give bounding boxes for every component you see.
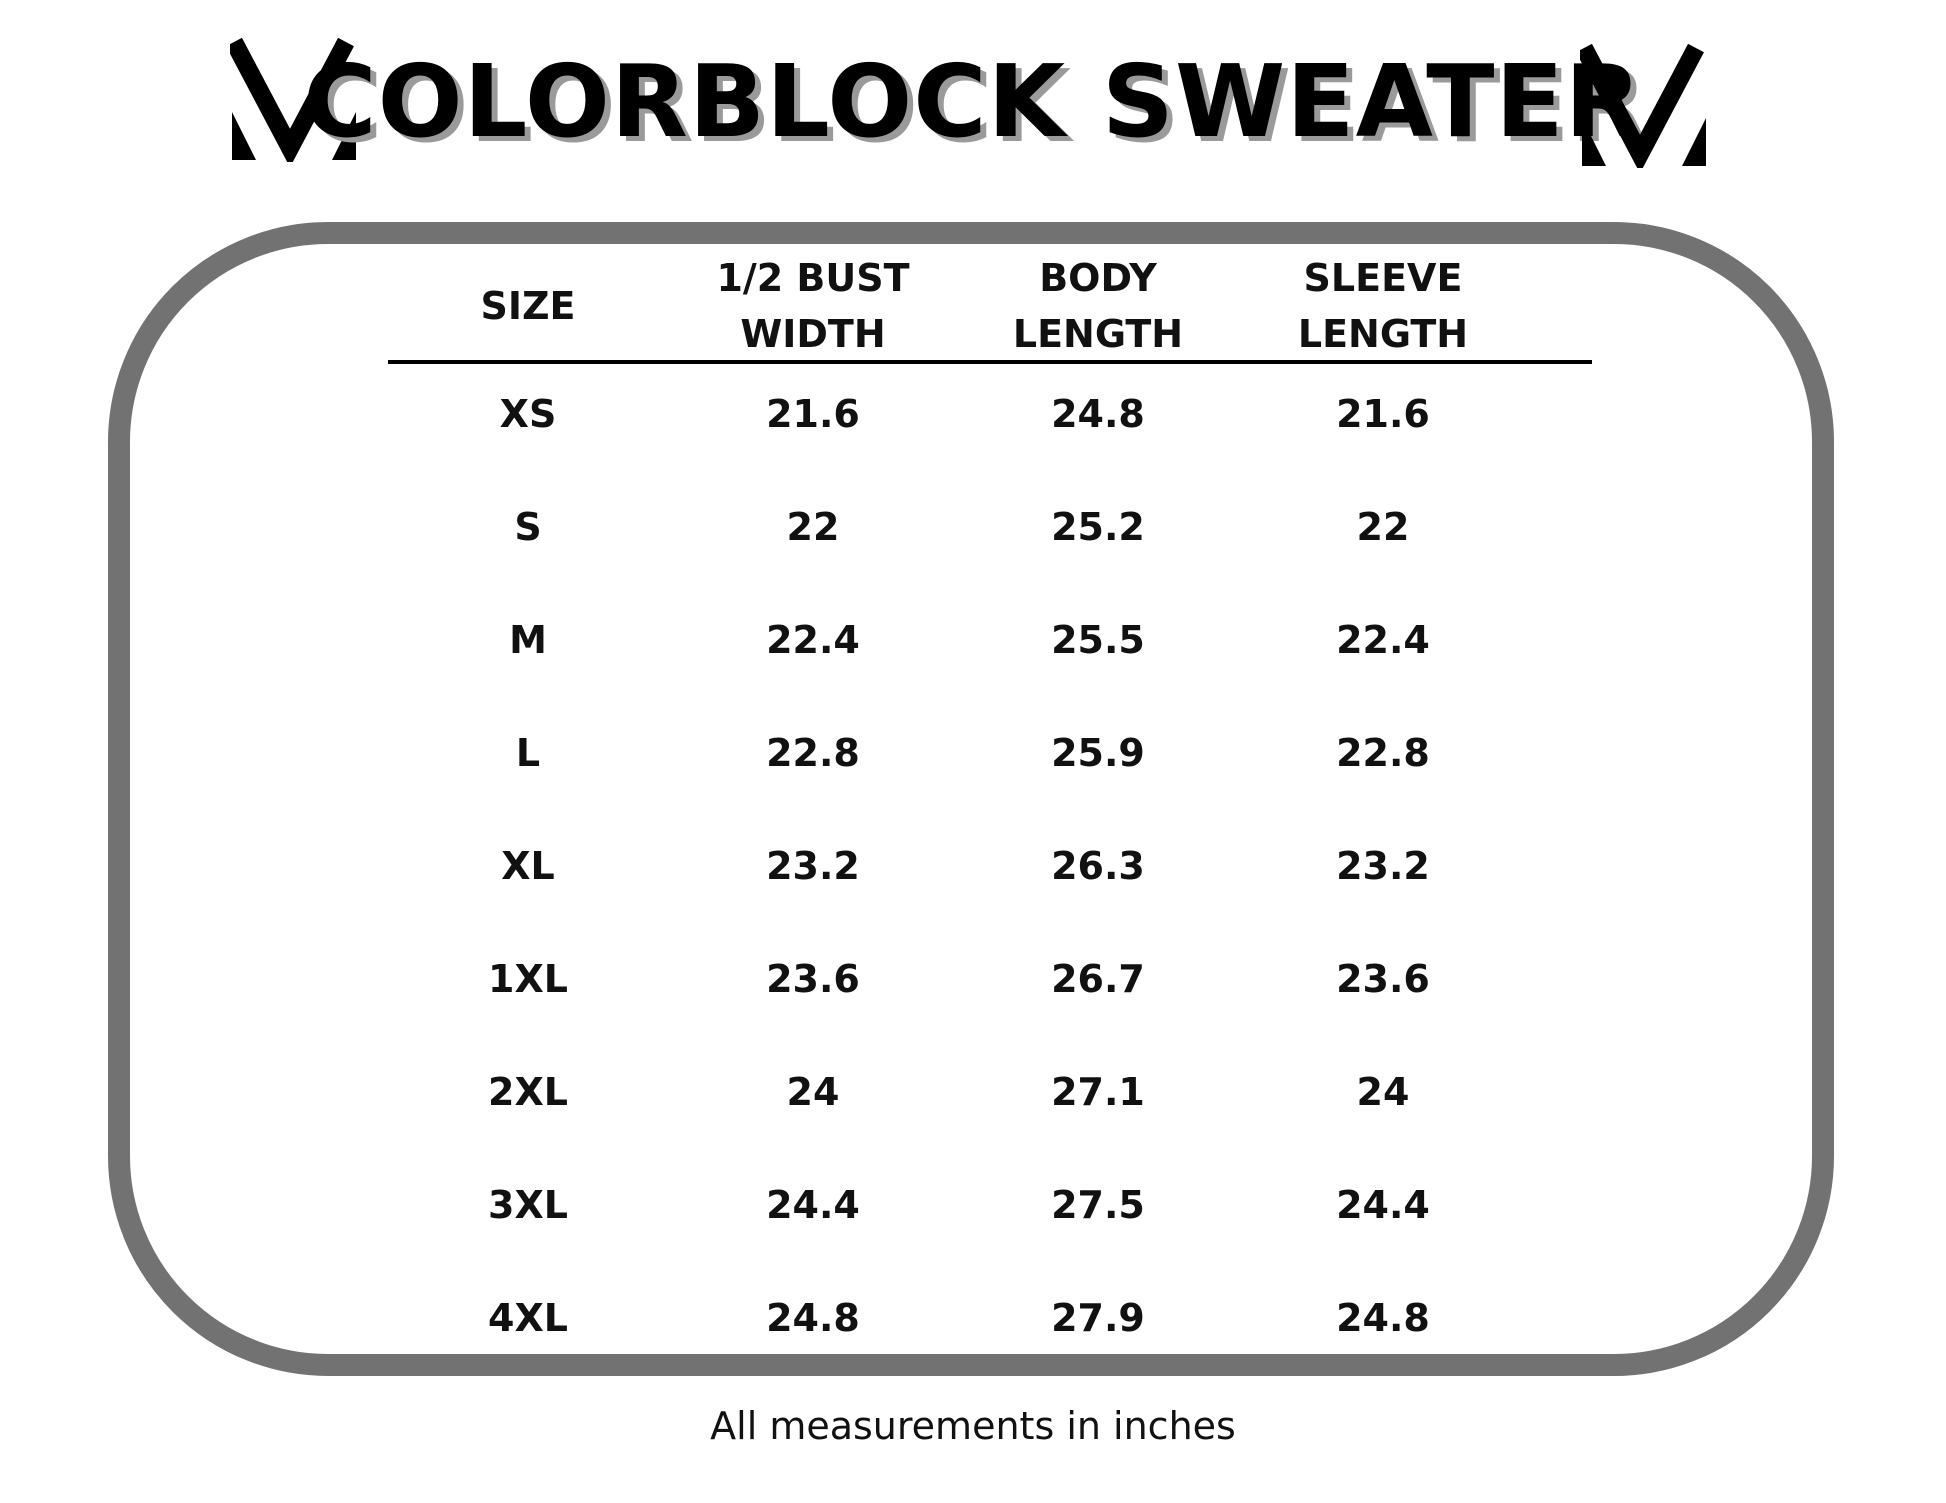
cell-size: 2XL	[488, 1070, 568, 1114]
cell-sleeve-length: 21.6	[1336, 392, 1430, 436]
cell-sleeve-length: 22	[1356, 505, 1410, 549]
measurement-footnote: All measurements in inches	[710, 1404, 1236, 1448]
cell-size: 1XL	[488, 957, 568, 1001]
cell-size: 4XL	[488, 1296, 568, 1340]
cell-body-length: 27.5	[1051, 1183, 1145, 1227]
cell-bust-width: 22.4	[766, 618, 860, 662]
cell-bust-width: 24.8	[766, 1296, 860, 1340]
table-row: L 22.8 25.9 22.8	[388, 703, 1592, 816]
page-title: COLORBLOCK SWEATER	[303, 43, 1643, 160]
table-frame	[108, 222, 1834, 1376]
table-body: XS 21.6 24.8 21.6 S 22 25.2 22 M 22.4 25…	[388, 364, 1592, 1381]
cell-body-length: 27.1	[1051, 1070, 1145, 1114]
table-row: 2XL 24 27.1 24	[388, 1042, 1592, 1155]
cell-body-length: 25.9	[1051, 731, 1145, 775]
cell-body-length: 25.5	[1051, 618, 1145, 662]
cell-bust-width: 21.6	[766, 392, 860, 436]
cell-sleeve-length: 24.4	[1336, 1183, 1430, 1227]
brand-logo-icon	[230, 38, 356, 162]
cell-bust-width: 23.2	[766, 844, 860, 888]
header-bust-width: 1/2 BUST WIDTH	[716, 256, 910, 356]
table-row: 4XL 24.8 27.9 24.8	[388, 1268, 1592, 1381]
size-chart-table: SIZE 1/2 BUST WIDTH BODY LENGTH SLEEVE L…	[388, 248, 1592, 1381]
cell-size: S	[514, 505, 542, 549]
cell-bust-width: 24.4	[766, 1183, 860, 1227]
cell-sleeve-length: 23.6	[1336, 957, 1430, 1001]
cell-size: M	[509, 618, 547, 662]
header-sleeve-length: SLEEVE LENGTH	[1297, 256, 1469, 356]
cell-sleeve-length: 22.4	[1336, 618, 1430, 662]
brand-logo-icon	[1580, 44, 1706, 168]
cell-size: XS	[499, 392, 557, 436]
cell-body-length: 25.2	[1051, 505, 1145, 549]
header-size: SIZE	[480, 284, 576, 328]
header-body-length: BODY LENGTH	[1012, 256, 1184, 356]
table-row: XS 21.6 24.8 21.6	[388, 364, 1592, 477]
table-row: S 22 25.2 22	[388, 477, 1592, 590]
cell-bust-width: 22	[786, 505, 840, 549]
cell-size: XL	[501, 844, 555, 888]
cell-size: L	[515, 731, 541, 775]
table-row: M 22.4 25.5 22.4	[388, 590, 1592, 703]
table-row: 3XL 24.4 27.5 24.4	[388, 1155, 1592, 1268]
cell-bust-width: 23.6	[766, 957, 860, 1001]
cell-body-length: 26.7	[1051, 957, 1145, 1001]
cell-body-length: 24.8	[1051, 392, 1145, 436]
table-row: 1XL 23.6 26.7 23.6	[388, 929, 1592, 1042]
cell-bust-width: 22.8	[766, 731, 860, 775]
cell-body-length: 27.9	[1051, 1296, 1145, 1340]
cell-sleeve-length: 22.8	[1336, 731, 1430, 775]
cell-body-length: 26.3	[1051, 844, 1145, 888]
cell-sleeve-length: 24.8	[1336, 1296, 1430, 1340]
cell-sleeve-length: 23.2	[1336, 844, 1430, 888]
cell-sleeve-length: 24	[1356, 1070, 1410, 1114]
cell-size: 3XL	[488, 1183, 568, 1227]
table-row: XL 23.2 26.3 23.2	[388, 816, 1592, 929]
cell-bust-width: 24	[786, 1070, 840, 1114]
table-header-row: SIZE 1/2 BUST WIDTH BODY LENGTH SLEEVE L…	[388, 248, 1592, 364]
